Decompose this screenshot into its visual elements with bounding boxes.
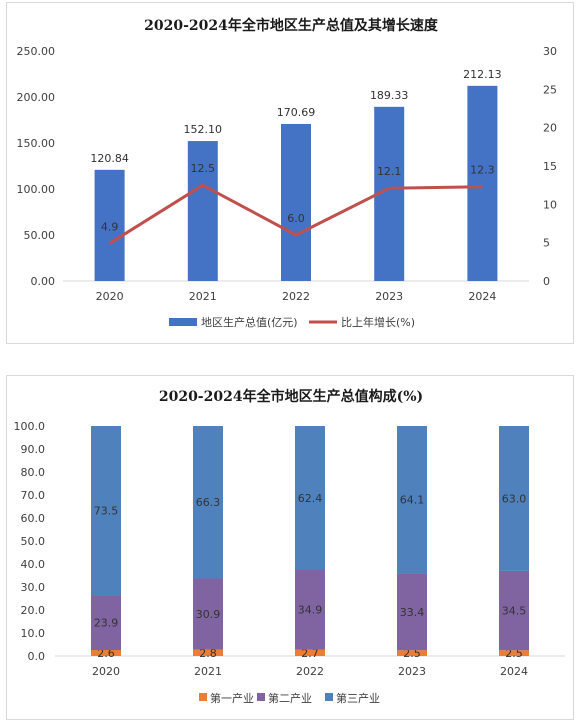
y-left-tick-label: 150.00: [17, 137, 56, 150]
bar-data-label: 212.13: [463, 68, 502, 81]
x-tick-label: 2022: [296, 665, 324, 678]
segment-data-label: 23.9: [94, 617, 119, 630]
x-tick-label: 2024: [500, 665, 528, 678]
bar: [187, 141, 218, 281]
bar-data-label: 120.84: [90, 152, 129, 165]
stacked-bar-segment: [91, 650, 121, 656]
stacked-bar-segment: [193, 426, 223, 579]
y-tick-label: 20.0: [21, 604, 46, 617]
y-left-tick-label: 250.00: [17, 45, 56, 58]
bar-data-label: 170.69: [277, 106, 316, 119]
y-right-tick-label: 0: [543, 275, 550, 288]
chart-title: 2020-2024年全市地区生产总值及其增长速度: [144, 17, 439, 34]
stacked-bar-segment: [91, 595, 121, 651]
segment-data-label: 2.8: [199, 647, 217, 660]
stacked-bar-segment: [295, 649, 325, 656]
stacked-bar-segment: [193, 649, 223, 656]
segment-data-label: 2.5: [403, 647, 421, 660]
segment-data-label: 34.9: [298, 604, 323, 617]
stacked-bar-segment: [499, 650, 529, 656]
legend-swatch: [257, 693, 265, 701]
bar: [467, 85, 498, 282]
segment-data-label: 30.9: [196, 608, 221, 621]
x-tick-label: 2023: [375, 290, 403, 303]
y-right-tick-label: 20: [543, 122, 557, 135]
segment-data-label: 2.6: [97, 647, 115, 660]
chart-title: 2020-2024年全市地区生产总值构成(%): [159, 388, 423, 405]
stacked-bar-segment: [295, 569, 325, 650]
x-tick-label: 2020: [92, 665, 120, 678]
legend-label: 第一产业: [210, 691, 254, 705]
y-left-tick-label: 0.00: [31, 275, 56, 288]
segment-data-label: 63.0: [502, 492, 527, 505]
stacked-bar-segment: [193, 578, 223, 650]
legend-label: 第三产业: [336, 691, 380, 705]
segment-data-label: 62.4: [298, 492, 323, 505]
segment-data-label: 33.4: [400, 606, 425, 619]
segment-data-label: 66.3: [196, 496, 221, 509]
line-data-label: 6.0: [287, 212, 305, 225]
bar-data-label: 152.10: [184, 123, 223, 136]
gdp-composition-chart-panel: 2020-2024年全市地区生产总值构成(%) 0.0 10.0 20.0 30.0 4…: [6, 375, 574, 720]
y-right-tick-label: 30: [543, 45, 557, 58]
y-left-tick-label: 200.00: [17, 91, 56, 104]
y-tick-label: 40.0: [21, 558, 46, 571]
y-tick-label: 80.0: [21, 466, 46, 479]
line-data-label: 4.9: [101, 220, 119, 233]
y-right-tick-label: 25: [543, 83, 557, 96]
y-left-tick-label: 100.00: [17, 183, 56, 196]
stacked-bar-segment: [499, 426, 529, 571]
x-tick-label: 2021: [189, 290, 217, 303]
x-tick-label: 2024: [468, 290, 496, 303]
y-tick-label: 90.0: [21, 443, 46, 456]
x-tick-label: 2021: [194, 665, 222, 678]
x-tick-label: 2022: [282, 290, 310, 303]
gdp-composition-chart: 2020-2024年全市地区生产总值构成(%) 0.0 10.0 20.0 30.0 4…: [14, 388, 565, 705]
y-tick-label: 60.0: [21, 512, 46, 525]
y-tick-label: 0.0: [28, 650, 46, 663]
legend-label-growth: 比上年增长(%): [341, 315, 415, 329]
stacked-bar-segment: [397, 573, 427, 651]
line-data-label: 12.3: [470, 164, 495, 177]
gdp-growth-chart: 2020-2024年全市地区生产总值及其增长速度 0.00 50.00 100.00…: [17, 17, 558, 329]
stacked-bar-segment: [397, 650, 427, 656]
stacked-bar-segment: [91, 426, 121, 596]
legend-label-gdp: 地区生产总值(亿元): [201, 315, 298, 329]
legend-swatch-gdp: [169, 318, 197, 326]
y-right-tick-label: 5: [543, 237, 550, 250]
segment-data-label: 2.5: [505, 647, 523, 660]
stacked-bar-segment: [499, 570, 529, 651]
y-tick-label: 10.0: [21, 627, 46, 640]
segment-data-label: 2.7: [301, 647, 319, 660]
y-tick-label: 30.0: [21, 581, 46, 594]
legend-swatch: [325, 693, 333, 701]
bar: [94, 169, 125, 281]
x-tick-label: 2020: [96, 290, 124, 303]
y-tick-label: 100.0: [14, 420, 46, 433]
y-right-tick-label: 15: [543, 160, 557, 173]
legend-label: 第二产业: [268, 691, 312, 705]
segment-data-label: 64.1: [400, 494, 425, 507]
stacked-bar-segment: [295, 426, 325, 570]
line-data-label: 12.1: [377, 165, 402, 178]
gdp-growth-chart-panel: 2020-2024年全市地区生产总值及其增长速度 0.00 50.00 100.00…: [6, 2, 574, 344]
bar: [281, 123, 311, 281]
line-data-label: 12.5: [191, 162, 216, 175]
y-left-tick-label: 50.00: [24, 229, 56, 242]
bar-data-label: 189.33: [370, 89, 409, 102]
y-tick-label: 70.0: [21, 489, 46, 502]
segment-data-label: 73.5: [94, 505, 119, 518]
y-right-tick-label: 10: [543, 198, 557, 211]
legend-swatch: [199, 693, 207, 701]
x-tick-label: 2023: [398, 665, 426, 678]
segment-data-label: 34.5: [502, 605, 527, 618]
stacked-bar-segment: [397, 426, 427, 574]
y-tick-label: 50.0: [21, 535, 46, 548]
